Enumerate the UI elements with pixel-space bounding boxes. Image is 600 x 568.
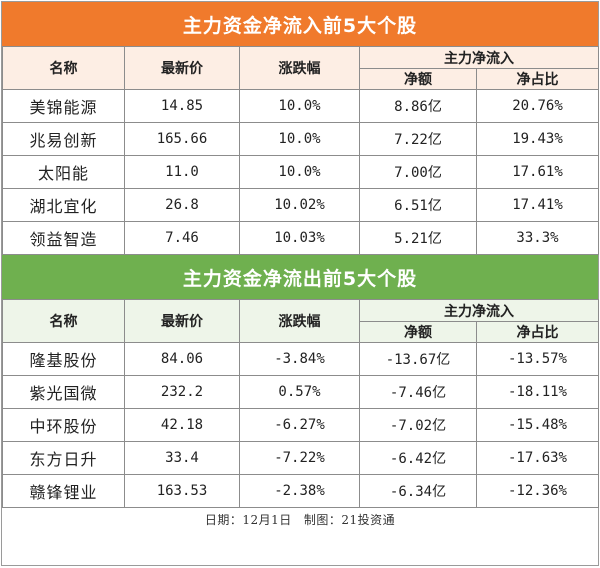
net-ratio: 17.61% (476, 155, 599, 189)
net-amount: -13.67亿 (359, 342, 477, 376)
stock-name: 太阳能 (2, 155, 125, 189)
header-net-amount: 净额 (359, 321, 477, 343)
inflow-title-banner: 主力资金净流入前5大个股 (2, 2, 598, 46)
latest-price: 163.53 (124, 474, 240, 508)
footer-caption: 日期：12月1日 制图：21投资通 (2, 508, 598, 530)
table-row: 赣锋锂业 163.53 -2.38% -6.34亿 -12.36% (2, 474, 599, 508)
latest-price: 7.46 (124, 221, 240, 255)
net-ratio: -15.48% (476, 408, 599, 442)
change-pct: -7.22% (239, 441, 360, 475)
table-row: 领益智造 7.46 10.03% 5.21亿 33.3% (2, 221, 599, 255)
header-price: 最新价 (124, 46, 240, 90)
net-ratio: -17.63% (476, 441, 599, 475)
header-name: 名称 (2, 46, 125, 90)
net-amount: -7.46亿 (359, 375, 477, 409)
net-ratio: 20.76% (476, 89, 599, 123)
table-row: 紫光国微 232.2 0.57% -7.46亿 -18.11% (2, 375, 599, 409)
table-row: 美锦能源 14.85 10.0% 8.86亿 20.76% (2, 89, 599, 123)
latest-price: 232.2 (124, 375, 240, 409)
net-ratio: 33.3% (476, 221, 599, 255)
outflow-subheader-row: 净额 净占比 (3, 321, 599, 343)
latest-price: 11.0 (124, 155, 240, 189)
latest-price: 165.66 (124, 122, 240, 156)
latest-price: 26.8 (124, 188, 240, 222)
header-net-ratio: 净占比 (476, 321, 599, 343)
header-change: 涨跌幅 (239, 46, 360, 90)
net-ratio: -12.36% (476, 474, 599, 508)
inflow-title: 主力资金净流入前5大个股 (182, 14, 418, 37)
stock-name: 隆基股份 (2, 342, 125, 376)
net-amount: 5.21亿 (359, 221, 477, 255)
table-row: 东方日升 33.4 -7.22% -6.42亿 -17.63% (2, 441, 599, 475)
net-amount: -6.34亿 (359, 474, 477, 508)
latest-price: 84.06 (124, 342, 240, 376)
outflow-header-row: 名称 最新价 涨跌幅 主力净流入 (2, 299, 599, 343)
change-pct: 10.0% (239, 122, 360, 156)
table-row: 兆易创新 165.66 10.0% 7.22亿 19.43% (2, 122, 599, 156)
header-net-inflow-group: 主力净流入 (359, 46, 599, 69)
change-pct: 0.57% (239, 375, 360, 409)
net-amount: -7.02亿 (359, 408, 477, 442)
stock-name: 紫光国微 (2, 375, 125, 409)
table-row: 湖北宜化 26.8 10.02% 6.51亿 17.41% (2, 188, 599, 222)
net-amount: 7.00亿 (359, 155, 477, 189)
change-pct: 10.02% (239, 188, 360, 222)
change-pct: 10.0% (239, 155, 360, 189)
net-ratio: 19.43% (476, 122, 599, 156)
header-net-ratio: 净占比 (476, 68, 599, 90)
net-amount: 6.51亿 (359, 188, 477, 222)
table-row: 中环股份 42.18 -6.27% -7.02亿 -15.48% (2, 408, 599, 442)
inflow-table: 名称 最新价 涨跌幅 主力净流入 净额 净占比 美锦能源 14.85 10.0%… (2, 46, 599, 255)
stock-name: 中环股份 (2, 408, 125, 442)
net-amount: -6.42亿 (359, 441, 477, 475)
footer-credit: 制图：21投资通 (303, 512, 396, 527)
outflow-table: 名称 最新价 涨跌幅 主力净流入 净额 净占比 隆基股份 84.06 -3.84… (2, 299, 599, 508)
inflow-subheader-row: 净额 净占比 (3, 68, 599, 90)
stock-name: 东方日升 (2, 441, 125, 475)
header-name: 名称 (2, 299, 125, 343)
footer-date: 日期：12月1日 (204, 512, 292, 527)
inflow-header-row: 名称 最新价 涨跌幅 主力净流入 (2, 46, 599, 90)
stock-name: 湖北宜化 (2, 188, 125, 222)
latest-price: 14.85 (124, 89, 240, 123)
header-price: 最新价 (124, 299, 240, 343)
latest-price: 42.18 (124, 408, 240, 442)
change-pct: -3.84% (239, 342, 360, 376)
stock-name: 美锦能源 (2, 89, 125, 123)
change-pct: 10.0% (239, 89, 360, 123)
stock-name: 领益智造 (2, 221, 125, 255)
net-amount: 7.22亿 (359, 122, 477, 156)
table-row: 隆基股份 84.06 -3.84% -13.67亿 -13.57% (2, 342, 599, 376)
outflow-title-banner: 主力资金净流出前5大个股 (2, 255, 598, 299)
stock-name: 赣锋锂业 (2, 474, 125, 508)
net-ratio: -13.57% (476, 342, 599, 376)
change-pct: 10.03% (239, 221, 360, 255)
latest-price: 33.4 (124, 441, 240, 475)
stock-name: 兆易创新 (2, 122, 125, 156)
net-amount: 8.86亿 (359, 89, 477, 123)
net-ratio: -18.11% (476, 375, 599, 409)
outflow-title: 主力资金净流出前5大个股 (182, 267, 418, 290)
change-pct: -6.27% (239, 408, 360, 442)
table-row: 太阳能 11.0 10.0% 7.00亿 17.61% (2, 155, 599, 189)
header-change: 涨跌幅 (239, 299, 360, 343)
header-net-inflow-group: 主力净流入 (359, 299, 599, 322)
change-pct: -2.38% (239, 474, 360, 508)
header-net-amount: 净额 (359, 68, 477, 90)
net-ratio: 17.41% (476, 188, 599, 222)
